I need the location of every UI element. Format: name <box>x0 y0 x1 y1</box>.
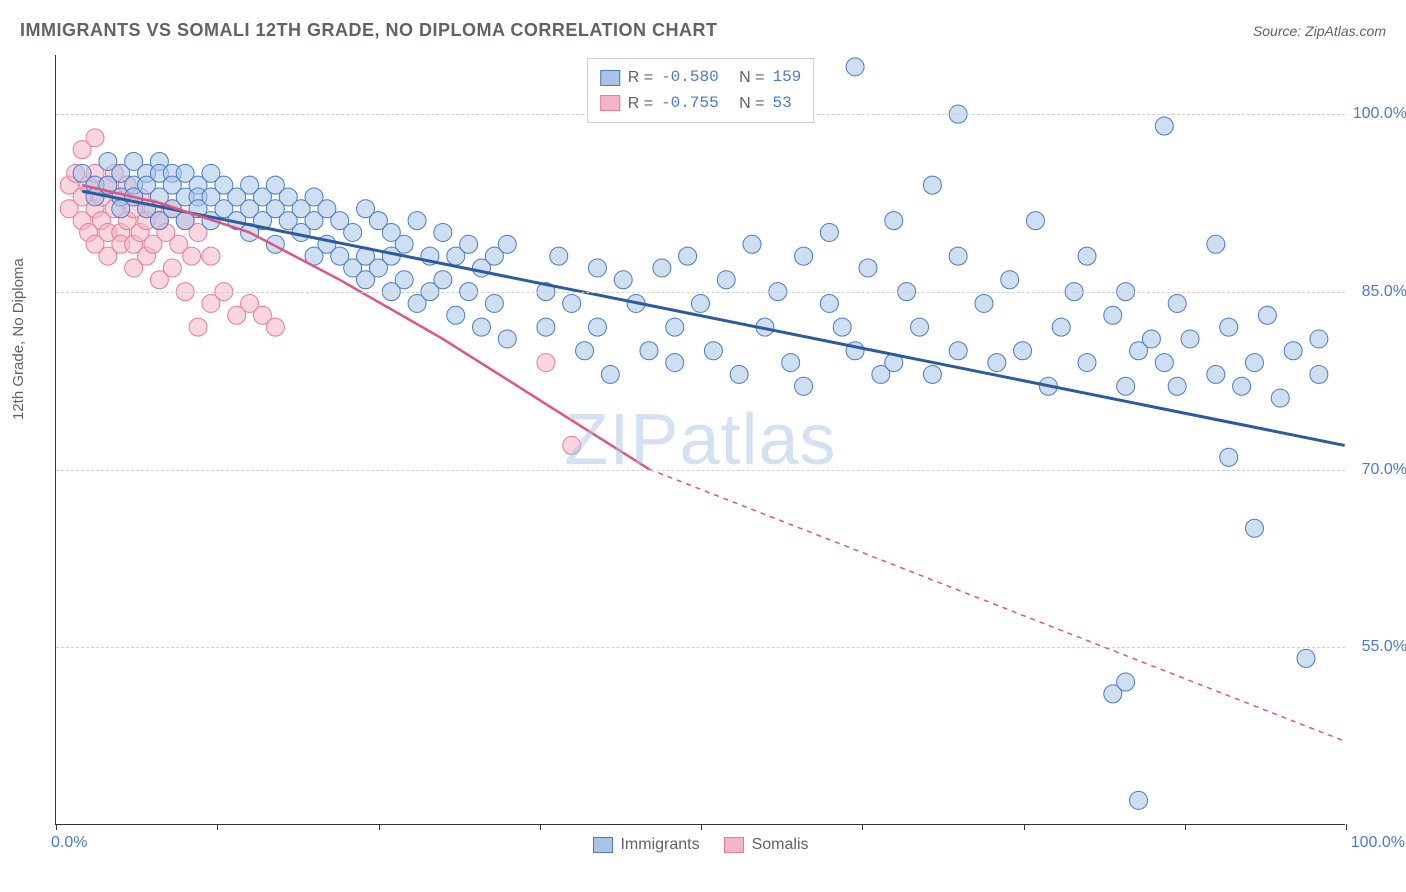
n-label: N = <box>739 65 764 91</box>
chart-title: IMMIGRANTS VS SOMALI 12TH GRADE, NO DIPL… <box>20 20 718 41</box>
legend-item-immigrants: Immigrants <box>592 836 699 854</box>
n-value-somalis: 53 <box>772 91 791 117</box>
x-tick-mark <box>379 824 380 830</box>
x-tick-left: 0.0% <box>51 834 87 852</box>
gridline-h <box>56 292 1345 293</box>
x-tick-mark <box>217 824 218 830</box>
legend-item-somalis: Somalis <box>724 836 809 854</box>
r-value-immigrants: -0.580 <box>661 65 719 91</box>
y-axis-label: 12th Grade, No Diploma <box>10 258 27 420</box>
legend-row-immigrants: R = -0.580 N = 159 <box>600 65 802 91</box>
gridline-h <box>56 647 1345 648</box>
x-tick-mark <box>56 824 57 830</box>
legend-swatch-immigrants <box>600 70 620 86</box>
legend-label-somalis: Somalis <box>752 836 809 854</box>
y-tick: 100.0% <box>1353 105 1406 123</box>
n-label-2: N = <box>739 91 764 117</box>
gridline-h <box>56 470 1345 471</box>
scatter-svg <box>56 55 1345 824</box>
y-tick: 55.0% <box>1362 638 1406 656</box>
legend-swatch-immigrants-2 <box>592 837 612 853</box>
n-value-immigrants: 159 <box>772 65 801 91</box>
y-tick: 85.0% <box>1362 283 1406 301</box>
x-tick-mark <box>862 824 863 830</box>
x-tick-mark <box>1185 824 1186 830</box>
x-tick-mark <box>1024 824 1025 830</box>
x-tick-mark <box>540 824 541 830</box>
legend-row-somalis: R = -0.755 N = 53 <box>600 91 802 117</box>
source-label: Source: ZipAtlas.com <box>1253 23 1386 39</box>
legend-label-immigrants: Immigrants <box>620 836 699 854</box>
chart-plot-area: ZIPatlas R = -0.580 N = 159 R = -0.755 N… <box>55 55 1345 825</box>
r-value-somalis: -0.755 <box>661 91 719 117</box>
x-tick-mark <box>1346 824 1347 830</box>
series-legend: Immigrants Somalis <box>592 836 808 854</box>
correlation-legend: R = -0.580 N = 159 R = -0.755 N = 53 <box>587 58 815 123</box>
r-label-2: R = <box>628 91 653 117</box>
x-tick-right: 100.0% <box>1351 834 1405 852</box>
y-tick: 70.0% <box>1362 461 1406 479</box>
r-label: R = <box>628 65 653 91</box>
legend-swatch-somalis <box>600 95 620 111</box>
legend-swatch-somalis-2 <box>724 837 744 853</box>
x-tick-mark <box>701 824 702 830</box>
